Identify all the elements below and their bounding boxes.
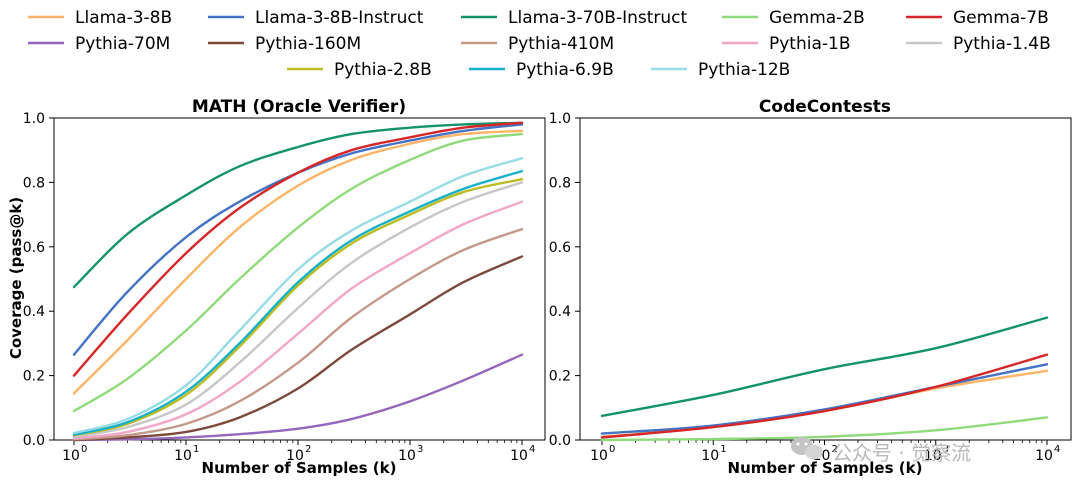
y-tick-label: 0.2 — [23, 369, 45, 385]
y-tick-label: 0.6 — [23, 240, 45, 256]
legend-label: Llama-3-8B-Instruct — [255, 8, 424, 28]
legend-item-pythia-70m: Pythia-70M — [28, 34, 170, 54]
plot-area-frame — [579, 117, 1072, 441]
legend-label: Pythia-70M — [75, 34, 170, 54]
x-tick-label: 10 — [924, 448, 942, 464]
series-line-pythia-6-9b — [72, 169, 524, 436]
legend-item-pythia-1b: Pythia-1B — [722, 34, 851, 54]
math-x-axis-label: Number of Samples (k) — [202, 459, 397, 477]
legend: Llama-3-8B Llama-3-8B-Instruct Llama-3-70B… — [28, 8, 1051, 80]
legend-item-pythia-410m: Pythia-410M — [461, 34, 614, 54]
series-line-pythia-410m — [72, 227, 524, 441]
legend-label: Llama-3-8B — [75, 8, 172, 28]
y-tick-label: 0.0 — [549, 433, 571, 449]
x-tick-exponent: 3 — [943, 444, 949, 455]
x-tick-exponent: 2 — [305, 444, 311, 455]
series-line-gemma-2b — [72, 132, 524, 413]
x-tick-exponent: 1 — [193, 444, 199, 455]
y-tick-label: 0.0 — [23, 433, 45, 449]
legend-item-llama-3-8b: Llama-3-8B — [28, 8, 172, 28]
y-tick-label: 0.8 — [23, 175, 45, 191]
series-line-pythia-1b — [72, 200, 524, 440]
series-line-llama-3-70b-instruct — [600, 316, 1049, 418]
plot-area-frame — [53, 117, 546, 441]
y-tick-label: 1.0 — [549, 111, 571, 127]
x-tick-label: 10 — [174, 448, 192, 464]
y-tick-label: 1.0 — [23, 111, 45, 127]
x-tick-exponent: 3 — [417, 444, 423, 455]
y-tick-label: 0.6 — [549, 240, 571, 256]
x-tick-label: 10 — [590, 448, 608, 464]
legend-label: Pythia-2.8B — [334, 60, 432, 80]
series-line-pythia-2-8b — [72, 177, 524, 437]
series-line-gemma-2b — [600, 416, 1049, 442]
watermark: 公众号 · 觉察流 — [791, 437, 971, 465]
legend-item-gemma-2b: Gemma-2B — [722, 8, 865, 28]
x-tick-label: 10 — [510, 448, 528, 464]
math-panel: MATH (Oracle Verifier) 0.0 0.2 0.4 0.6 0.8 1.… — [7, 97, 546, 477]
x-tick-label: 10 — [398, 448, 416, 464]
series-line-llama-3-8b — [72, 129, 524, 395]
legend-label: Gemma-7B — [953, 8, 1049, 28]
legend-item-pythia-160m: Pythia-160M — [208, 34, 361, 54]
legend-label: Pythia-1B — [769, 34, 851, 54]
legend-label: Pythia-12B — [698, 60, 790, 80]
legend-item-pythia-1-4b: Pythia-1.4B — [906, 34, 1051, 54]
legend-label: Pythia-1.4B — [953, 34, 1051, 54]
codecontests-panel-title: CodeContests — [759, 97, 891, 117]
x-tick-label: 10 — [701, 448, 719, 464]
y-tick-label: 0.2 — [549, 369, 571, 385]
x-tick-label: 10 — [286, 448, 304, 464]
legend-label: Pythia-160M — [255, 34, 361, 54]
x-tick-exponent: 1 — [720, 444, 726, 455]
series-line-llama-3-8b-instruct — [72, 123, 524, 356]
series-line-llama-3-8b-instruct — [600, 363, 1049, 435]
y-tick-label: 0.4 — [23, 304, 45, 320]
math-y-axis-label: Coverage (pass@k) — [7, 197, 25, 359]
wechat-icon — [791, 437, 823, 460]
legend-label: Pythia-410M — [508, 34, 614, 54]
legend-label: Pythia-6.9B — [516, 60, 614, 80]
legend-label: Llama-3-70B-Instruct — [508, 8, 688, 28]
legend-label: Gemma-2B — [769, 8, 865, 28]
x-tick-label: 10 — [1035, 448, 1053, 464]
x-tick-exponent: 0 — [81, 444, 87, 455]
legend-item-pythia-6-9b: Pythia-6.9B — [469, 60, 614, 80]
series-line-pythia-160m — [72, 255, 524, 442]
series-line-llama-3-70b-instruct — [72, 121, 524, 289]
math-panel-title: MATH (Oracle Verifier) — [192, 97, 406, 117]
series-line-pythia-12b — [72, 157, 524, 435]
x-tick-exponent: 0 — [609, 444, 615, 455]
legend-item-gemma-7b: Gemma-7B — [906, 8, 1049, 28]
watermark-text: 公众号 · 觉察流 — [832, 441, 971, 465]
y-tick-label: 0.4 — [549, 304, 571, 320]
x-tick-label: 10 — [62, 448, 80, 464]
legend-item-pythia-2-8b: Pythia-2.8B — [287, 60, 432, 80]
codecontests-x-axis-label: Number of Samples (k) — [728, 459, 923, 477]
codecontests-panel: CodeContests 0.00.20.40.60.81.0100101102… — [549, 97, 1072, 477]
x-tick-exponent: 4 — [529, 444, 535, 455]
legend-item-pythia-12b: Pythia-12B — [651, 60, 790, 80]
series-line-gemma-7b — [600, 353, 1049, 439]
x-tick-exponent: 2 — [832, 444, 838, 455]
y-tick-label: 0.8 — [549, 175, 571, 191]
legend-item-llama-3-70b-instruct: Llama-3-70B-Instruct — [461, 8, 688, 28]
series-line-pythia-1-4b — [72, 181, 524, 438]
series-line-gemma-7b — [72, 121, 524, 377]
series-line-pythia-70m — [72, 353, 524, 442]
x-tick-exponent: 4 — [1054, 444, 1060, 455]
legend-item-llama-3-8b-instruct: Llama-3-8B-Instruct — [208, 8, 424, 28]
